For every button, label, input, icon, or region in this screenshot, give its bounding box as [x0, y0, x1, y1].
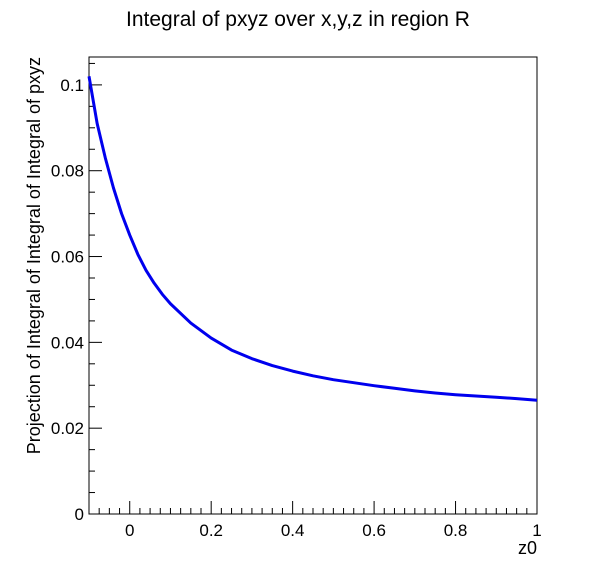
- x-tick-label: 0.8: [444, 521, 468, 540]
- y-axis-label: Projection of Integral of Integral of In…: [24, 57, 44, 454]
- x-axis: 0 0.2 0.4 0.6 0.8 1: [88, 501, 542, 540]
- chart-title: Integral of pxyz over x,y,z in region R: [126, 8, 470, 31]
- y-axis: 0 0.02 0.04 0.06 0.08 0.1: [51, 62, 102, 524]
- y-tick-label: 0.06: [51, 248, 84, 267]
- x-axis-label: z0: [518, 538, 537, 558]
- y-tick-label: 0: [75, 505, 84, 524]
- y-tick-label: 0.04: [51, 333, 84, 352]
- series-group: [87, 76, 538, 402]
- x-tick-label: 0.2: [199, 521, 223, 540]
- y-tick-label: 0.1: [60, 76, 84, 95]
- x-tick-label: 0.4: [281, 521, 305, 540]
- x-tick-label: 0: [125, 521, 134, 540]
- x-tick-label: 0.6: [362, 521, 386, 540]
- y-tick-label: 0.02: [51, 419, 84, 438]
- series-line: [87, 76, 538, 402]
- y-tick-label: 0.08: [51, 162, 84, 181]
- x-tick-label: 1: [532, 521, 541, 540]
